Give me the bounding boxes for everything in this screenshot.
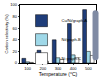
svg-text:Carbon selectivity (%): Carbon selectivity (%) <box>4 14 9 54</box>
svg-text:200: 200 <box>39 66 46 71</box>
svg-text:Ni/graph-B: Ni/graph-B <box>62 37 81 42</box>
svg-text:80: 80 <box>12 14 17 19</box>
svg-text:60: 60 <box>12 26 17 31</box>
svg-text:300: 300 <box>55 66 62 71</box>
svg-text:500: 500 <box>85 66 92 71</box>
svg-text:400: 400 <box>70 66 77 71</box>
svg-text:100: 100 <box>24 66 31 71</box>
svg-text:20: 20 <box>12 49 17 54</box>
svg-text:Ni graph-C: Ni graph-C <box>62 56 81 61</box>
svg-text:Temperature (°C): Temperature (°C) <box>39 71 78 77</box>
svg-text:40: 40 <box>12 37 17 42</box>
svg-text:Cu/Ni/graph-A: Cu/Ni/graph-A <box>62 18 88 23</box>
svg-text:100: 100 <box>10 2 17 7</box>
svg-text:0: 0 <box>15 60 18 65</box>
